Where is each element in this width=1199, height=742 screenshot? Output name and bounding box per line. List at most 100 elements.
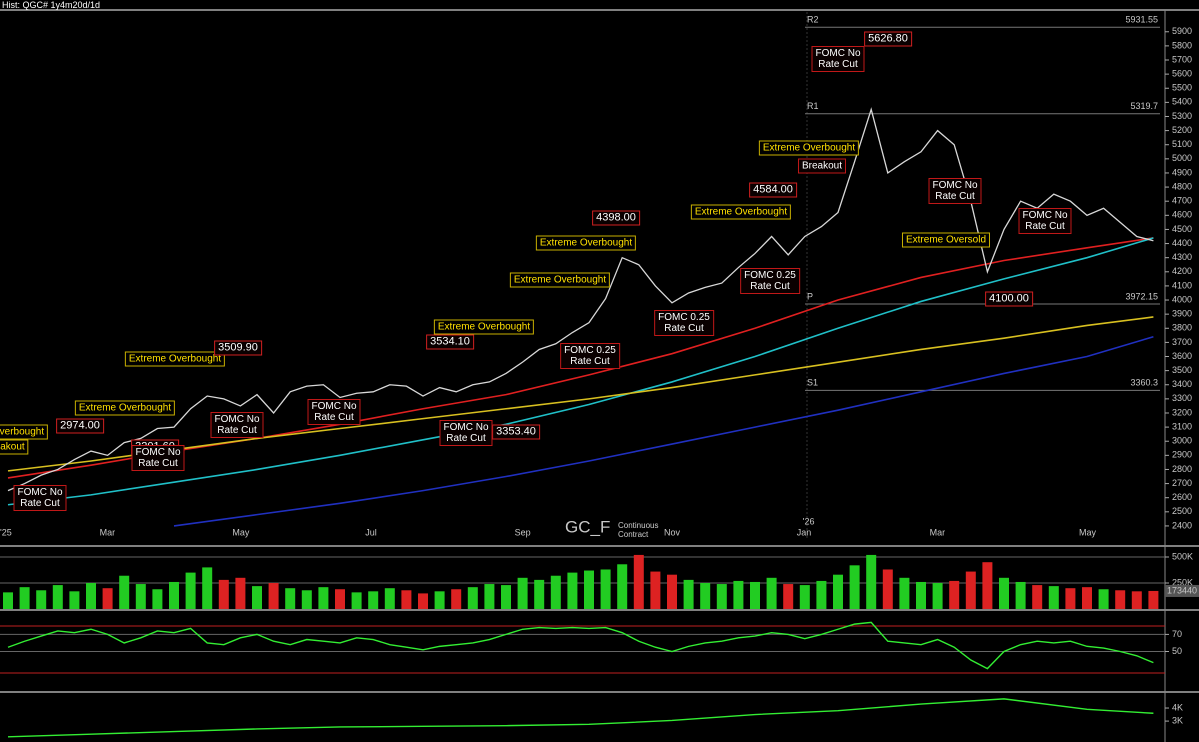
y-tick-label: 50 [1172, 646, 1182, 656]
annotation: 5626.80 [864, 31, 912, 47]
annotation: Extreme Overbought [758, 140, 860, 156]
y-tick-label: 5300 [1172, 111, 1192, 121]
x-tick-label: Nov [664, 527, 681, 537]
annotation: FOMC No Rate Cut [928, 178, 982, 204]
volume-bar [716, 584, 727, 609]
volume-bar [1065, 588, 1076, 609]
volume-bar [584, 570, 594, 609]
y-tick-label: 500K [1172, 551, 1193, 561]
volume-bar [384, 588, 395, 609]
price-line [7, 107, 1154, 492]
volume-bar [783, 584, 794, 609]
moving-average [173, 335, 1154, 527]
x-tick-label: Mar [930, 527, 946, 537]
annotation: FOMC No Rate Cut [13, 485, 67, 511]
y-tick-label: 3900 [1172, 309, 1192, 319]
annotation: Extreme Overbought [433, 319, 535, 335]
rsi-line [7, 621, 1154, 670]
annotation: 2974.00 [56, 418, 104, 434]
chart-title: GC_F [565, 517, 610, 536]
annotation: FOMC No Rate Cut [811, 46, 865, 72]
annotation: reakout [0, 439, 29, 455]
volume-bar [833, 574, 843, 609]
volume-bar [534, 579, 545, 609]
volume-bar [617, 564, 628, 609]
x-tick-label: May [1079, 527, 1097, 537]
volume-bar [567, 572, 578, 609]
y-tick-label: 2800 [1172, 464, 1192, 474]
volume-bar [949, 580, 960, 609]
y-tick-label: 5100 [1172, 139, 1192, 149]
volume-bar [600, 569, 611, 609]
y-tick-label: 4700 [1172, 196, 1192, 206]
pivot-value: 5931.55 [1125, 15, 1158, 25]
pivot-value: 3360.3 [1130, 378, 1158, 388]
volume-bar [69, 591, 80, 609]
y-tick-label: 5200 [1172, 125, 1192, 135]
x-tick-label: Mar [100, 527, 116, 537]
value-tag-bg [1165, 584, 1199, 597]
volume-bar [401, 590, 412, 609]
volume-bar [169, 581, 179, 609]
annotation: 4584.00 [749, 182, 797, 198]
pivot-value: 5319.7 [1130, 101, 1158, 111]
x-tick-label: Jan [797, 527, 812, 537]
annotation: Extreme Overbought [124, 351, 226, 367]
volume-bar [999, 577, 1009, 609]
volume-bar [451, 589, 462, 609]
volume-bar [202, 567, 213, 609]
volume-bar [368, 591, 379, 609]
volume-bar [185, 572, 196, 609]
volume-bar [650, 571, 661, 609]
y-tick-label: 4400 [1172, 238, 1192, 248]
pivot-label: R2 [807, 15, 819, 25]
y-tick-label: 3700 [1172, 337, 1192, 347]
year-label: '26 [803, 516, 815, 526]
volume-bar [916, 581, 926, 609]
volume-bar [799, 585, 810, 609]
y-tick-label: 3800 [1172, 323, 1192, 333]
y-tick-label: 5000 [1172, 153, 1192, 163]
y-tick-label: 5400 [1172, 97, 1192, 107]
indicator-line [7, 698, 1154, 738]
y-tick-label: 2600 [1172, 492, 1192, 502]
volume-bar [484, 584, 495, 609]
pivot-value: 3972.15 [1125, 291, 1158, 301]
volume-bar [517, 577, 528, 609]
annotation: Extreme Oversold [901, 232, 991, 248]
annotation: FOMC No Rate Cut [439, 420, 493, 446]
moving-average [7, 237, 1154, 506]
volume-bar [1032, 585, 1043, 609]
annotation: 4398.00 [592, 210, 640, 226]
volume-bar [550, 575, 561, 609]
volume-bar [667, 574, 677, 609]
volume-bar [1015, 581, 1026, 609]
x-tick-label: '25 [0, 527, 12, 537]
pivot-label: P [807, 291, 813, 301]
volume-bar [301, 590, 312, 609]
annotation: Extreme Overbought [535, 235, 637, 251]
volume-bar [19, 587, 30, 609]
y-tick-label: 4200 [1172, 266, 1192, 276]
y-tick-label: 2900 [1172, 450, 1192, 460]
volume-bar [467, 587, 478, 609]
annotation: Overbought [0, 424, 49, 440]
volume-bar [102, 588, 113, 609]
volume-bar [1115, 590, 1126, 609]
annotation: Extreme Overbought [509, 272, 611, 288]
volume-bar [683, 579, 694, 609]
volume-bar [351, 592, 362, 609]
chart-subtitle: Continuous Contract [618, 521, 659, 539]
volume-bar [899, 577, 910, 609]
y-tick-label: 2500 [1172, 506, 1192, 516]
annotation: FOMC No Rate Cut [307, 399, 361, 425]
annotation: FOMC No Rate Cut [1018, 208, 1072, 234]
volume-bar [1082, 587, 1092, 609]
y-tick-label: 2400 [1172, 520, 1192, 530]
volume-bar [86, 583, 96, 609]
volume-bar [866, 554, 877, 609]
y-tick-label: 5600 [1172, 68, 1192, 78]
volume-bar [418, 593, 428, 609]
